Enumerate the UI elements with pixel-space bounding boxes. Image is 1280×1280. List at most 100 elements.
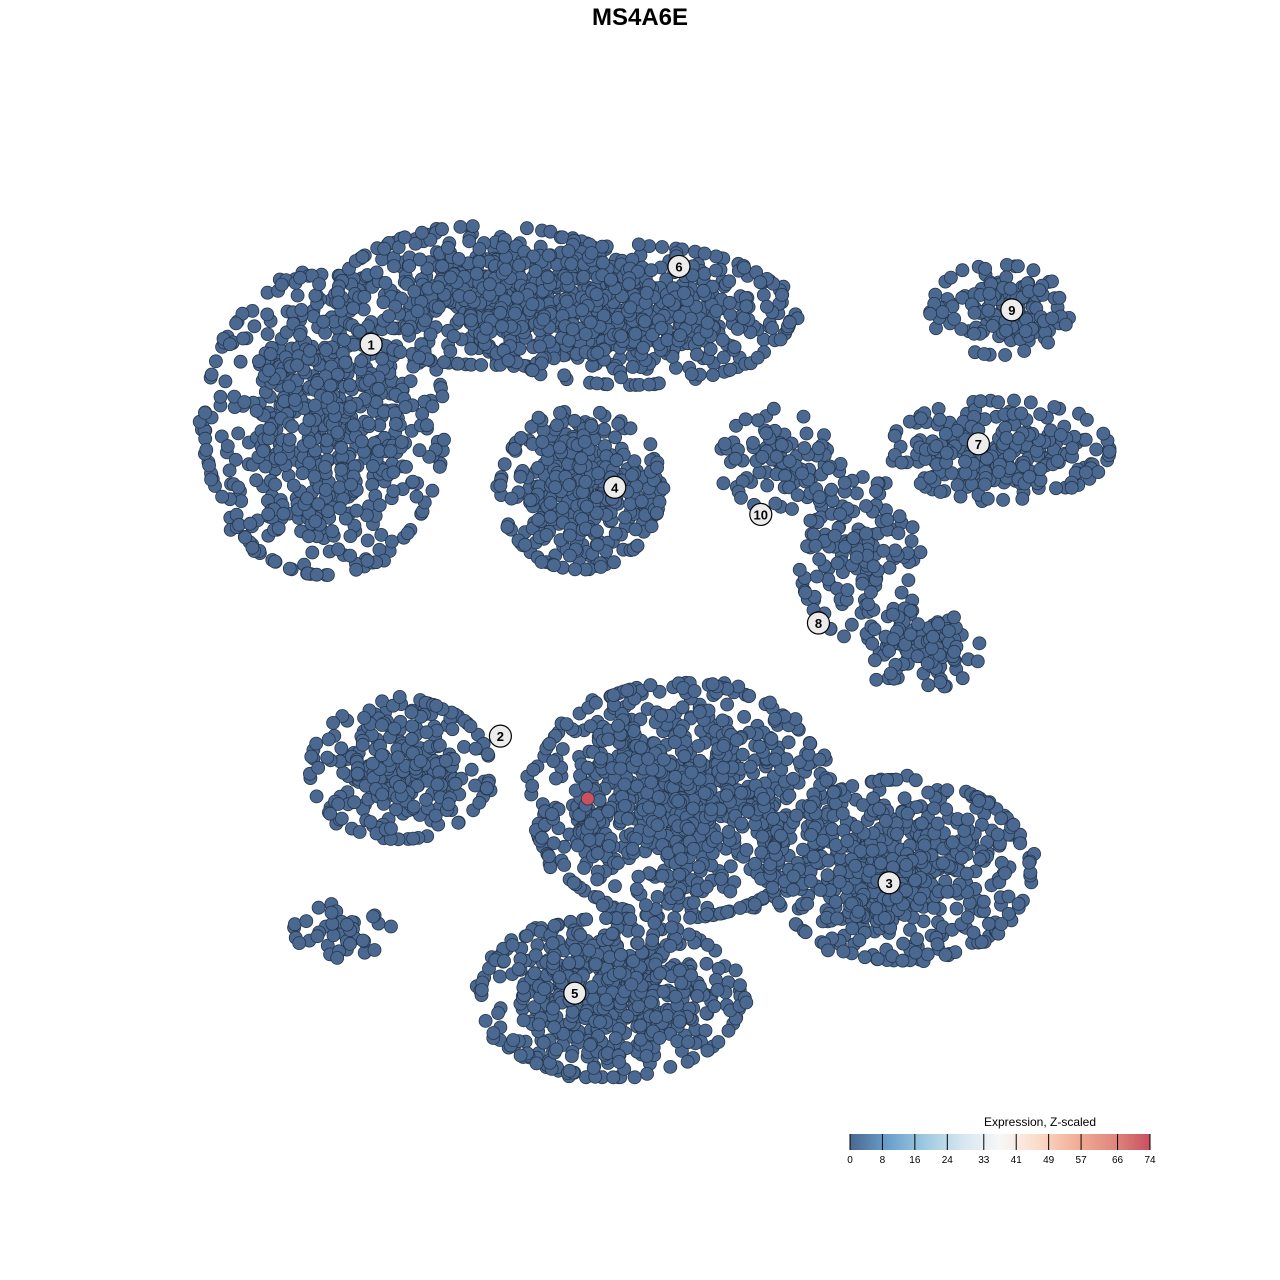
point (825, 822, 840, 837)
point (752, 739, 767, 754)
point (500, 520, 515, 534)
point (493, 305, 508, 320)
point (547, 558, 561, 573)
point (1011, 896, 1026, 911)
point (958, 454, 972, 469)
point (414, 225, 429, 240)
point (850, 820, 864, 834)
point (419, 792, 434, 807)
point (778, 468, 792, 483)
point (933, 485, 948, 499)
point (1065, 441, 1080, 456)
point (905, 520, 920, 535)
point (287, 392, 302, 407)
point (590, 872, 605, 887)
point (766, 812, 780, 826)
point (349, 562, 364, 577)
point (668, 735, 682, 750)
point (798, 925, 813, 940)
point (873, 856, 888, 871)
point (234, 494, 249, 509)
point (425, 483, 440, 498)
point (654, 320, 669, 335)
point (304, 749, 319, 764)
point (441, 797, 456, 812)
point (293, 327, 307, 342)
point (1033, 462, 1048, 477)
point (803, 874, 818, 888)
point (518, 537, 532, 552)
point (413, 754, 428, 768)
point (861, 597, 876, 612)
point (816, 833, 830, 848)
point (419, 725, 434, 740)
point (384, 821, 398, 836)
point (628, 326, 643, 341)
point (720, 697, 734, 712)
point (625, 841, 640, 856)
point (290, 358, 305, 373)
point (468, 741, 483, 756)
point (403, 374, 418, 389)
point (722, 274, 737, 289)
point (357, 711, 372, 725)
point (743, 759, 758, 774)
point (866, 559, 881, 574)
point (734, 816, 749, 831)
point (590, 376, 604, 391)
point (923, 306, 938, 321)
point (338, 511, 353, 526)
point (1089, 442, 1104, 457)
point (642, 800, 656, 815)
point (739, 843, 754, 857)
point (803, 736, 817, 751)
point (897, 791, 912, 806)
point (391, 240, 406, 255)
point (908, 773, 923, 788)
point (687, 684, 702, 698)
point (431, 280, 445, 295)
point (418, 313, 433, 328)
point (955, 671, 970, 686)
point (683, 910, 697, 925)
point (545, 807, 559, 821)
point (493, 478, 508, 493)
point (435, 389, 450, 404)
point (930, 937, 945, 952)
point (806, 849, 821, 864)
point (365, 459, 380, 474)
point (939, 802, 954, 817)
point (1018, 324, 1033, 339)
point (595, 898, 610, 913)
point (302, 455, 317, 470)
point (643, 678, 658, 692)
point (819, 773, 834, 788)
point (553, 406, 567, 420)
point (960, 812, 975, 827)
point (271, 521, 286, 536)
point (567, 413, 582, 428)
point (796, 409, 811, 424)
points-layer (192, 219, 1117, 1085)
point (531, 512, 546, 527)
point (960, 910, 975, 925)
point (706, 368, 720, 383)
point (608, 879, 622, 893)
point (323, 378, 338, 393)
point (561, 244, 576, 259)
point (1050, 453, 1065, 468)
point (681, 821, 696, 836)
point (920, 947, 935, 962)
point (451, 251, 466, 266)
point (245, 540, 260, 555)
point (775, 287, 789, 302)
point (399, 459, 413, 474)
point (332, 501, 347, 516)
point (437, 355, 452, 370)
point (840, 834, 855, 848)
point (896, 936, 910, 951)
point (733, 901, 747, 915)
point (650, 890, 665, 904)
point (999, 430, 1014, 445)
point (832, 875, 847, 889)
